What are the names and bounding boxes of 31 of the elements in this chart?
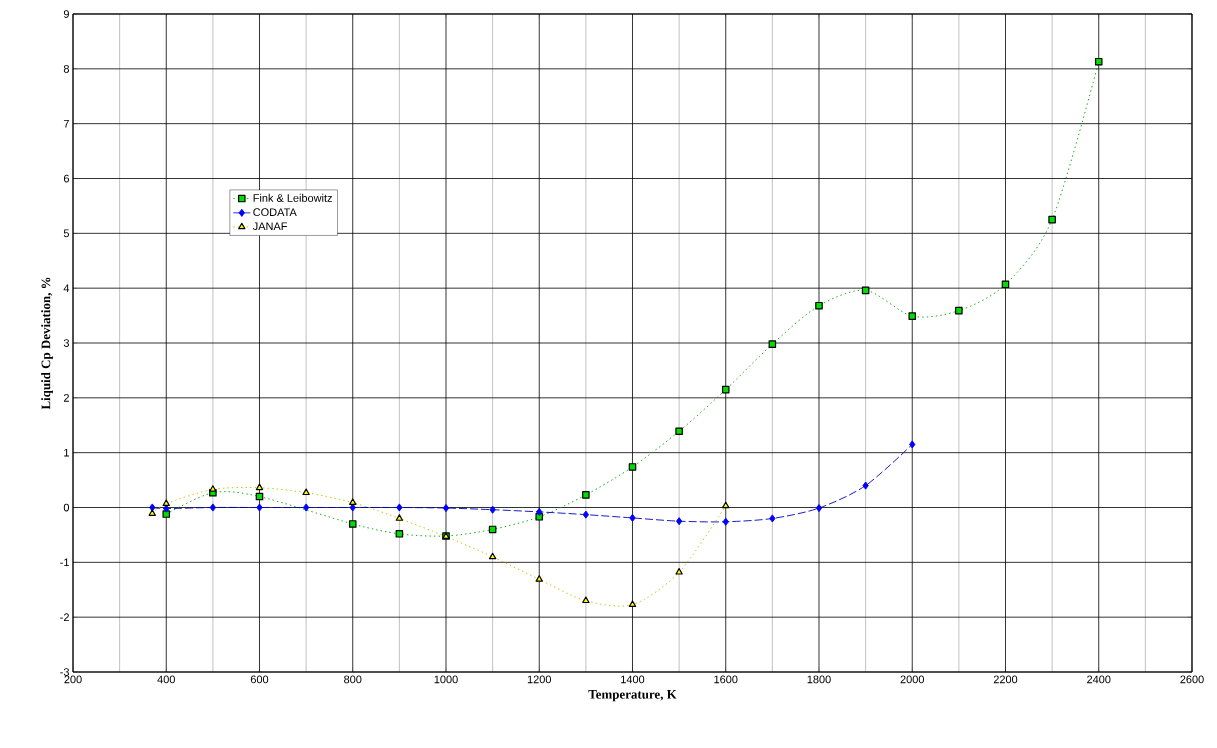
legend-label: Fink & Leibowitz [253,193,332,202]
x-tick-label: 600 [250,675,269,684]
y-tick-label: 7 [63,119,69,128]
x-tick-label: 2600 [1180,675,1204,684]
y-tick-label: 0 [63,503,70,512]
legend-label: JANAF [252,222,287,231]
x-tick-label: 400 [157,675,175,684]
x-tick-label: 1000 [434,675,458,684]
y-axis-title: Liquid Cp Deviation, % [41,277,53,410]
y-tick-label: 3 [63,339,69,347]
y-tick-label: 6 [63,174,69,183]
x-tick-label: 2400 [1087,675,1111,684]
y-tick-label: 1 [64,448,69,457]
legend-label: CODATA [253,208,297,217]
x-tick-label: 1400 [621,675,645,684]
x-tick-label: 1600 [714,675,738,684]
y-tick-label: -1 [60,558,69,567]
y-tick-label: -2 [60,613,69,621]
x-tick-label: 1800 [807,675,831,684]
y-tick-label: 4 [63,284,70,292]
y-tick-label: 2 [63,394,69,402]
x-tick-label: 800 [344,675,362,684]
y-tick-label: 8 [63,64,69,73]
x-axis-title: Temperature, K [588,690,677,702]
x-tick-label: 1200 [527,675,551,684]
x-tick-label: 200 [64,675,82,684]
y-tick-label: 9 [63,10,69,18]
x-tick-label: 2200 [993,675,1018,684]
y-tick-label: -3 [60,668,69,676]
x-tick-label: 2000 [900,675,924,684]
y-tick-label: 5 [63,229,70,238]
